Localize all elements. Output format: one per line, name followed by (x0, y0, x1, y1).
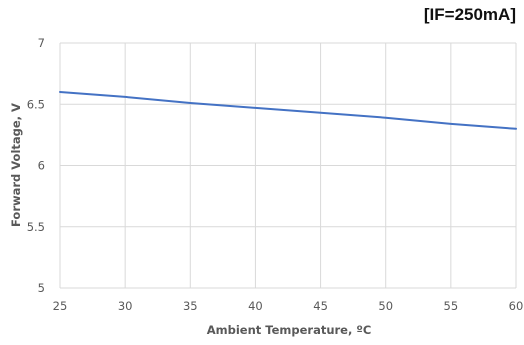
x-axis-title: Ambient Temperature, ºC (207, 323, 372, 337)
y-tick-label-6_5: 6.5 (27, 97, 45, 111)
y-axis-title: Forward Voltage, V (9, 103, 23, 227)
y-tick-label-6: 6 (38, 159, 45, 173)
x-tick-label-25: 25 (53, 299, 68, 313)
x-tick-label-35: 35 (183, 299, 198, 313)
y-tick-label-7: 7 (38, 36, 45, 50)
y-tick-label-5: 5 (38, 281, 45, 295)
test-condition-label: [IF=250mA] (423, 5, 516, 24)
x-tick-label-60: 60 (509, 299, 524, 313)
series-line-0 (59, 91, 517, 130)
series-layer (59, 91, 517, 130)
x-tick-label-40: 40 (248, 299, 263, 313)
y-tick-label-5_5: 5.5 (27, 220, 45, 234)
x-tick-label-55: 55 (444, 299, 459, 313)
x-tick-label-50: 50 (378, 299, 393, 313)
x-tick-label-45: 45 (313, 299, 328, 313)
x-tick-label-30: 30 (118, 299, 133, 313)
grid-lines (59, 42, 517, 289)
tick-labels: 25 30 35 40 45 50 55 60 5 5.5 6 6.5 7 (27, 36, 524, 313)
